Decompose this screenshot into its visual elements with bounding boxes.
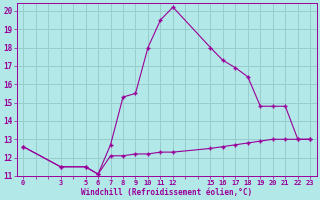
X-axis label: Windchill (Refroidissement éolien,°C): Windchill (Refroidissement éolien,°C) [81, 188, 252, 197]
